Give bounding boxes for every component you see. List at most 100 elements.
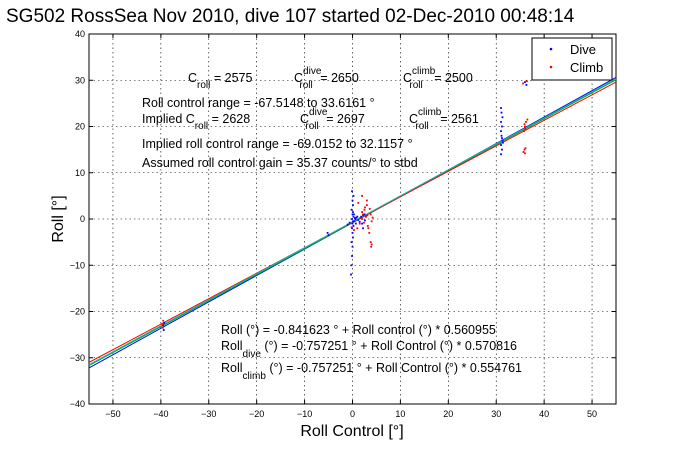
point-dive	[350, 241, 353, 244]
point-dive	[355, 216, 358, 219]
point-climb	[369, 213, 372, 216]
point-dive	[351, 255, 353, 257]
legend-marker-climb	[549, 65, 553, 69]
point-climb	[350, 226, 353, 229]
x-tick-label: 10	[395, 409, 405, 419]
point-dive	[353, 220, 356, 223]
point-climb	[363, 208, 366, 211]
x-tick-label: −30	[201, 409, 216, 419]
point-climb	[522, 151, 525, 153]
c-roll-annotation: Croll = 2575	[188, 71, 252, 91]
point-climb	[523, 123, 526, 126]
point-climb	[361, 194, 363, 197]
chart-title: SG502 RossSea Nov 2010, dive 107 started…	[6, 6, 575, 27]
point-climb	[367, 227, 370, 230]
y-tick-label: 20	[75, 122, 85, 132]
point-dive	[525, 83, 528, 86]
point-dive	[354, 222, 357, 225]
point-climb	[524, 152, 526, 155]
point-climb	[361, 218, 363, 220]
point-climb	[526, 118, 529, 121]
implied-c-roll-climb: Cclimb roll = 2561	[409, 107, 479, 132]
y-tick-label: −40	[70, 399, 85, 409]
point-dive	[357, 219, 360, 221]
point-dive	[350, 273, 352, 276]
fit-dive-equation: Rolldive (°) = -0.757251 ° + Roll Contro…	[221, 339, 517, 360]
point-climb	[365, 215, 367, 218]
point-dive	[500, 130, 502, 133]
y-tick-label: −30	[70, 353, 85, 363]
implied-c-roll-dive: Cdive roll = 2697	[300, 107, 365, 132]
point-dive	[500, 107, 502, 109]
point-dive	[326, 231, 329, 234]
point-climb	[366, 225, 369, 227]
point-dive	[360, 215, 363, 218]
point-dive	[327, 234, 330, 237]
point-climb	[525, 120, 527, 123]
point-climb	[370, 245, 373, 248]
y-tick-label: −20	[70, 307, 85, 317]
point-dive	[500, 111, 503, 114]
y-tick-label: 30	[75, 75, 85, 85]
point-climb	[364, 206, 366, 209]
point-dive	[351, 227, 353, 230]
x-tick-label: −50	[105, 409, 120, 419]
y-tick-label: 40	[75, 29, 85, 39]
x-tick-label: −20	[249, 409, 264, 419]
point-dive	[502, 141, 504, 144]
point-dive	[352, 225, 355, 227]
point-climb	[161, 326, 164, 329]
y-tick-label: 0	[80, 214, 85, 224]
y-tick-label: −10	[70, 260, 85, 270]
point-dive	[350, 208, 353, 211]
legend-entry-climb: Climb	[570, 60, 603, 75]
point-dive	[362, 214, 364, 217]
fit-all-equation: Roll (°) = -0.841623 ° + Roll control (°…	[221, 323, 496, 337]
data-points	[161, 80, 529, 331]
point-climb	[353, 229, 355, 231]
point-climb	[523, 130, 525, 133]
point-dive	[351, 199, 354, 202]
point-dive	[501, 139, 504, 142]
point-climb	[370, 243, 373, 246]
annotations: Croll = 2575 Cdive roll = 2650 Cclimb roll…	[142, 66, 522, 382]
x-axis-label: Roll Control [°]	[300, 423, 403, 440]
point-dive	[501, 125, 503, 128]
point-dive	[364, 219, 366, 222]
point-climb	[357, 201, 360, 204]
point-climb	[524, 147, 527, 150]
roll-control-gain: Assumed roll control gain = 35.37 counts…	[142, 156, 418, 170]
point-climb	[371, 216, 374, 219]
point-dive	[362, 227, 364, 230]
point-dive	[352, 215, 355, 218]
point-dive	[352, 211, 354, 213]
x-axis-ticks: −50 −40 −30 −20 −10 0 10 20 30 40 50	[105, 34, 597, 419]
point-climb	[161, 323, 164, 326]
x-tick-label: −10	[297, 409, 312, 419]
point-climb	[356, 227, 359, 230]
point-dive	[500, 134, 503, 137]
point-climb	[368, 231, 371, 234]
point-dive	[353, 213, 355, 216]
point-climb	[363, 221, 365, 224]
point-dive	[363, 213, 366, 216]
legend: Dive Climb	[531, 37, 613, 81]
legend-marker-dive	[549, 47, 553, 51]
implied-c-roll: Implied Croll = 2628	[142, 112, 250, 132]
point-dive	[500, 120, 502, 123]
point-climb	[370, 220, 373, 223]
point-dive	[351, 222, 354, 225]
point-dive	[361, 222, 363, 225]
point-dive	[351, 231, 354, 234]
x-tick-label: −40	[153, 409, 168, 419]
point-dive	[351, 245, 354, 248]
point-dive	[500, 144, 502, 146]
point-climb	[366, 214, 369, 217]
point-climb	[362, 213, 364, 216]
point-dive	[351, 218, 353, 220]
point-climb	[369, 241, 372, 244]
implied-roll-control-range: Implied roll control range = -69.0152 to…	[142, 137, 413, 151]
point-climb	[162, 319, 165, 322]
c-roll-climb-annotation: Cclimb roll = 2500	[403, 66, 473, 91]
